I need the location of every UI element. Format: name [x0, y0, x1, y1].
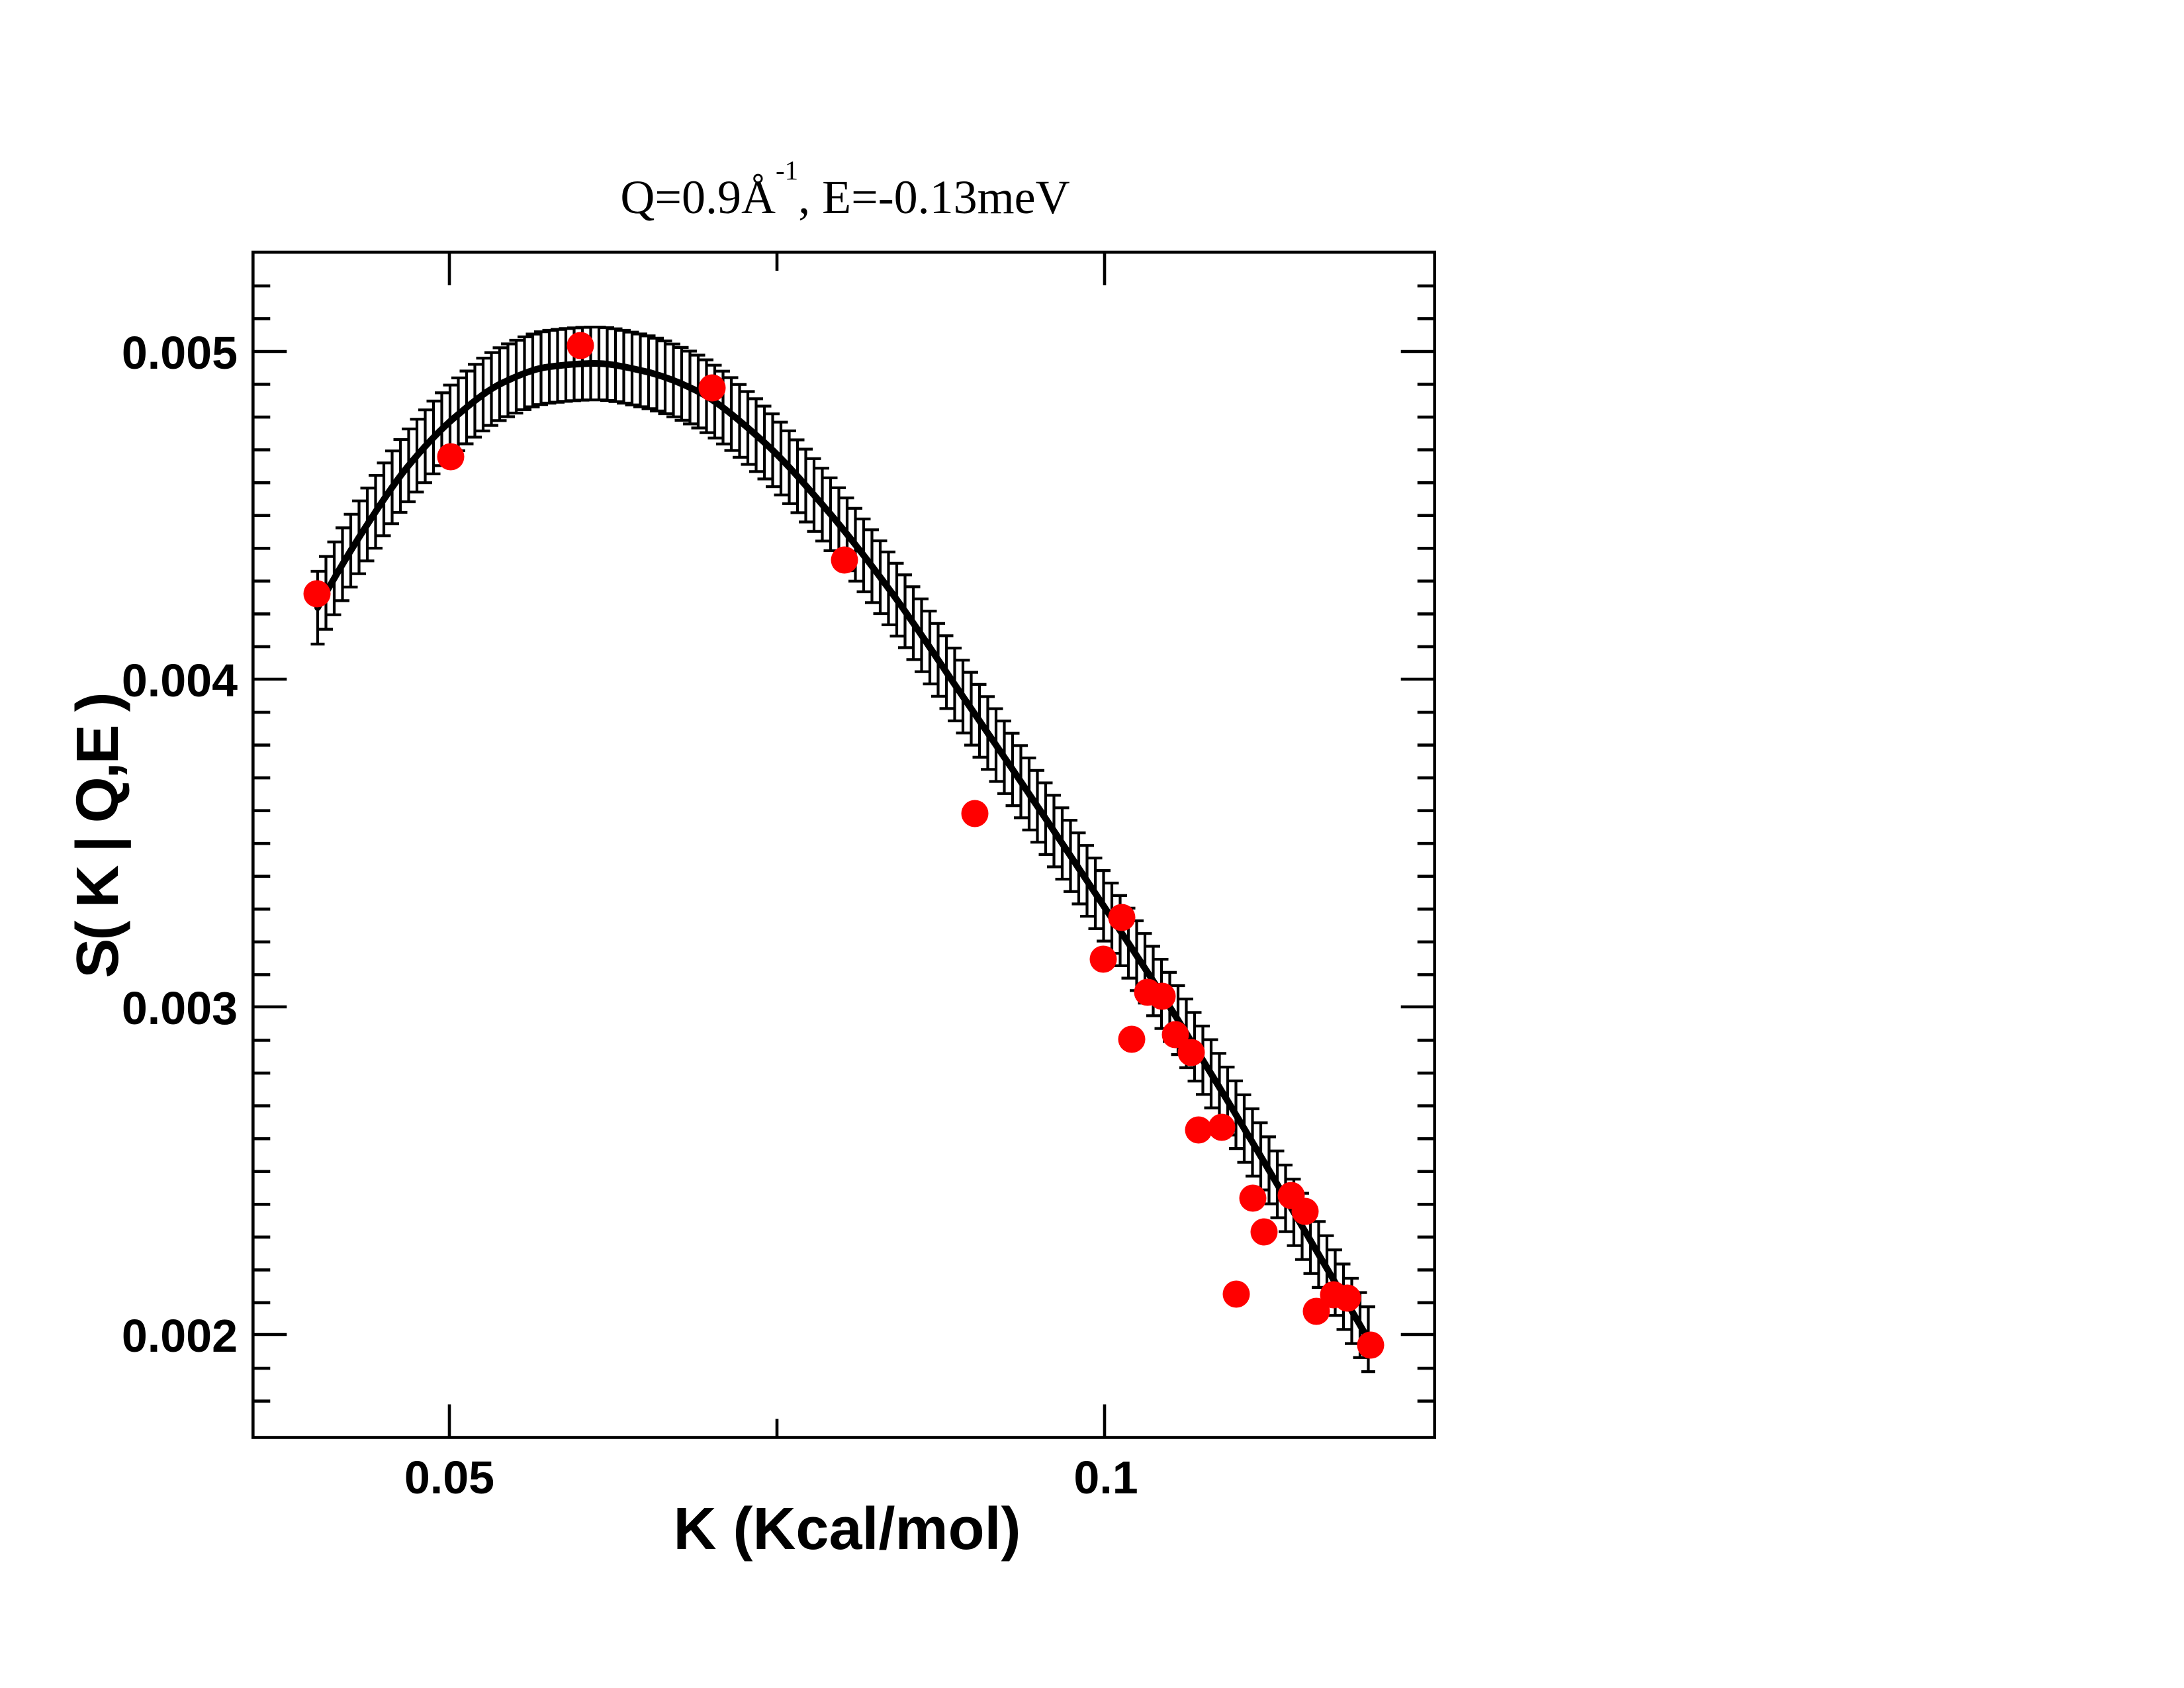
svg-text:S( K | Q,E ): S( K | Q,E ): [65, 694, 132, 978]
svg-text:0.003: 0.003: [122, 982, 238, 1034]
svg-text:0.1: 0.1: [1073, 1452, 1138, 1503]
svg-text:0.004: 0.004: [122, 655, 238, 706]
svg-text:0.05: 0.05: [404, 1452, 494, 1503]
svg-text:0.005: 0.005: [122, 327, 238, 379]
svg-text:K (Kcal/mol): K (Kcal/mol): [673, 1496, 1021, 1562]
svg-text:0.002: 0.002: [122, 1310, 238, 1362]
